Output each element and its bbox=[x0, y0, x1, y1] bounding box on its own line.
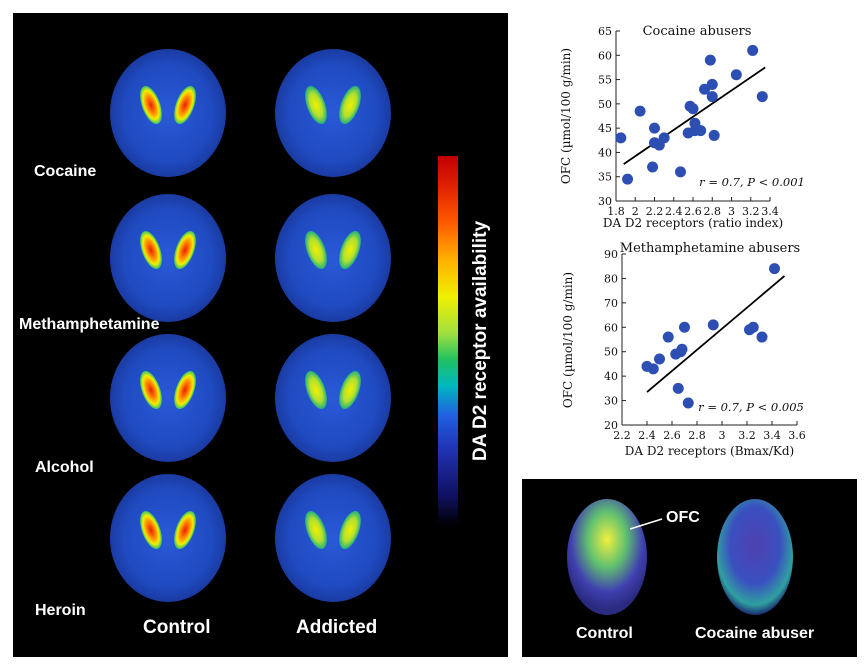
data-point bbox=[730, 69, 742, 81]
x-tick-label: 3.4 bbox=[761, 205, 779, 218]
pet-brain-scan bbox=[275, 474, 391, 602]
data-point bbox=[747, 44, 759, 56]
data-point bbox=[654, 353, 665, 365]
data-point bbox=[706, 91, 718, 103]
pet-brain-scan bbox=[275, 334, 391, 462]
data-point bbox=[756, 331, 768, 343]
y-tick-label: 45 bbox=[598, 122, 612, 135]
y-axis-label: OFC (µmol/100 g/min) bbox=[559, 48, 573, 184]
y-tick-label: 50 bbox=[598, 98, 612, 111]
data-point bbox=[687, 103, 699, 115]
pet-brain-scan bbox=[275, 194, 391, 322]
col-label-addicted: Addicted bbox=[296, 617, 378, 638]
y-tick-label: 35 bbox=[598, 171, 612, 184]
chart-methamphetamine: 20 30 40 50 60 70 80 90 2.2 2.4 2.6 2.8 3 3.2 3.4 3.6 Me… bbox=[561, 241, 806, 458]
data-point bbox=[658, 132, 670, 144]
colorbar bbox=[438, 156, 458, 526]
y-tick-label: 30 bbox=[604, 395, 618, 408]
stat-annotation: r = 0.7, P < 0.001 bbox=[699, 175, 805, 189]
regression-line bbox=[623, 66, 766, 165]
y-tick-label: 70 bbox=[604, 297, 618, 310]
inset-scans bbox=[567, 499, 793, 615]
y-tick-label: 30 bbox=[598, 195, 612, 208]
y-tick-label: 65 bbox=[598, 25, 612, 38]
y-tick-label: 90 bbox=[604, 248, 618, 261]
x-tick-label: 3.2 bbox=[738, 429, 756, 442]
pet-brain-scan bbox=[275, 49, 391, 177]
x-tick-label: 2.6 bbox=[663, 429, 681, 442]
x-tick-label: 2.4 bbox=[665, 205, 683, 218]
row-label-cocaine: Cocaine bbox=[34, 163, 97, 180]
y-tick-label: 60 bbox=[598, 49, 612, 62]
data-point bbox=[662, 331, 674, 343]
y-axis-label: OFC (µmol/100 g/min) bbox=[561, 272, 575, 408]
x-tick-label: 3 bbox=[728, 205, 735, 218]
inset-pet-panel: OFC Control Cocaine abuser bbox=[522, 479, 857, 657]
ofc-pointer-line bbox=[629, 518, 663, 530]
inset-scan-control bbox=[567, 499, 647, 615]
x-tick-label: 2.6 bbox=[684, 205, 702, 218]
row-label-heroin: Heroin bbox=[35, 602, 86, 619]
data-point bbox=[756, 91, 768, 103]
data-point bbox=[649, 122, 660, 134]
row-label-alcohol: Alcohol bbox=[35, 459, 94, 476]
x-tick-label: 2.8 bbox=[688, 429, 706, 442]
data-point bbox=[769, 263, 780, 275]
x-tick-label: 2.4 bbox=[638, 429, 656, 442]
data-point bbox=[706, 78, 718, 90]
y-tick-label: 20 bbox=[604, 419, 618, 432]
data-point bbox=[708, 129, 720, 141]
data-point bbox=[707, 319, 719, 331]
y-tick-label: 80 bbox=[604, 272, 618, 285]
data-point bbox=[676, 343, 688, 355]
data-point bbox=[622, 173, 634, 185]
chart-title: Methamphetamine abusers bbox=[620, 241, 800, 256]
inset-label-cocaine-abuser: Cocaine abuser bbox=[695, 625, 815, 642]
x-tick-label: 3.4 bbox=[763, 429, 781, 442]
data-point bbox=[674, 166, 686, 178]
y-tick-label: 40 bbox=[598, 146, 612, 159]
chart-title: Cocaine abusers bbox=[643, 24, 752, 39]
pet-scan-grid bbox=[110, 49, 391, 602]
x-tick-label: 2.2 bbox=[646, 205, 664, 218]
x-tick-label: 3.2 bbox=[742, 205, 760, 218]
data-point bbox=[672, 382, 684, 394]
x-tick-label: 2.2 bbox=[613, 429, 631, 442]
y-tick-label: 60 bbox=[604, 321, 618, 334]
pet-brain-scan bbox=[110, 49, 226, 177]
x-tick-label: 3.6 bbox=[788, 429, 806, 442]
data-point bbox=[647, 161, 659, 173]
ofc-annotation: OFC bbox=[666, 509, 700, 526]
y-tick-label: 50 bbox=[604, 346, 618, 359]
chart-cocaine: 30 35 40 45 50 55 60 65 1.8 2 2.2 2.4 2.6 2.8 3 3.2 3.4 C… bbox=[559, 24, 805, 230]
regression-line bbox=[646, 275, 786, 393]
data-point bbox=[695, 125, 707, 137]
data-point bbox=[747, 321, 759, 333]
data-point bbox=[704, 54, 716, 66]
x-axis-label: DA D2 receptors (ratio index) bbox=[603, 216, 783, 230]
data-point bbox=[615, 132, 627, 144]
inset-scan-cocaine-abuser bbox=[717, 499, 793, 615]
data-point bbox=[679, 321, 690, 333]
stat-annotation: r = 0.7, P < 0.005 bbox=[698, 400, 804, 414]
x-tick-label: 2.8 bbox=[704, 205, 722, 218]
y-tick-label: 55 bbox=[598, 74, 612, 87]
x-tick-label: 3 bbox=[719, 429, 726, 442]
inset-label-control: Control bbox=[576, 625, 633, 642]
pet-brain-scan bbox=[110, 194, 226, 322]
pet-scan-panel: Cocaine Methamphetamine Alcohol Heroin C… bbox=[13, 13, 508, 657]
col-label-control: Control bbox=[143, 617, 211, 638]
data-point bbox=[634, 105, 646, 117]
pet-brain-scan bbox=[110, 474, 226, 602]
row-label-methamphetamine: Methamphetamine bbox=[19, 316, 160, 333]
pet-brain-scan bbox=[110, 334, 226, 462]
data-point bbox=[647, 363, 659, 375]
y-tick-label: 40 bbox=[604, 370, 618, 383]
data-point bbox=[682, 397, 694, 409]
x-tick-label: 2 bbox=[632, 205, 639, 218]
x-tick-label: 1.8 bbox=[607, 205, 625, 218]
x-axis-label: DA D2 receptors (Bmax/Kd) bbox=[625, 444, 794, 458]
